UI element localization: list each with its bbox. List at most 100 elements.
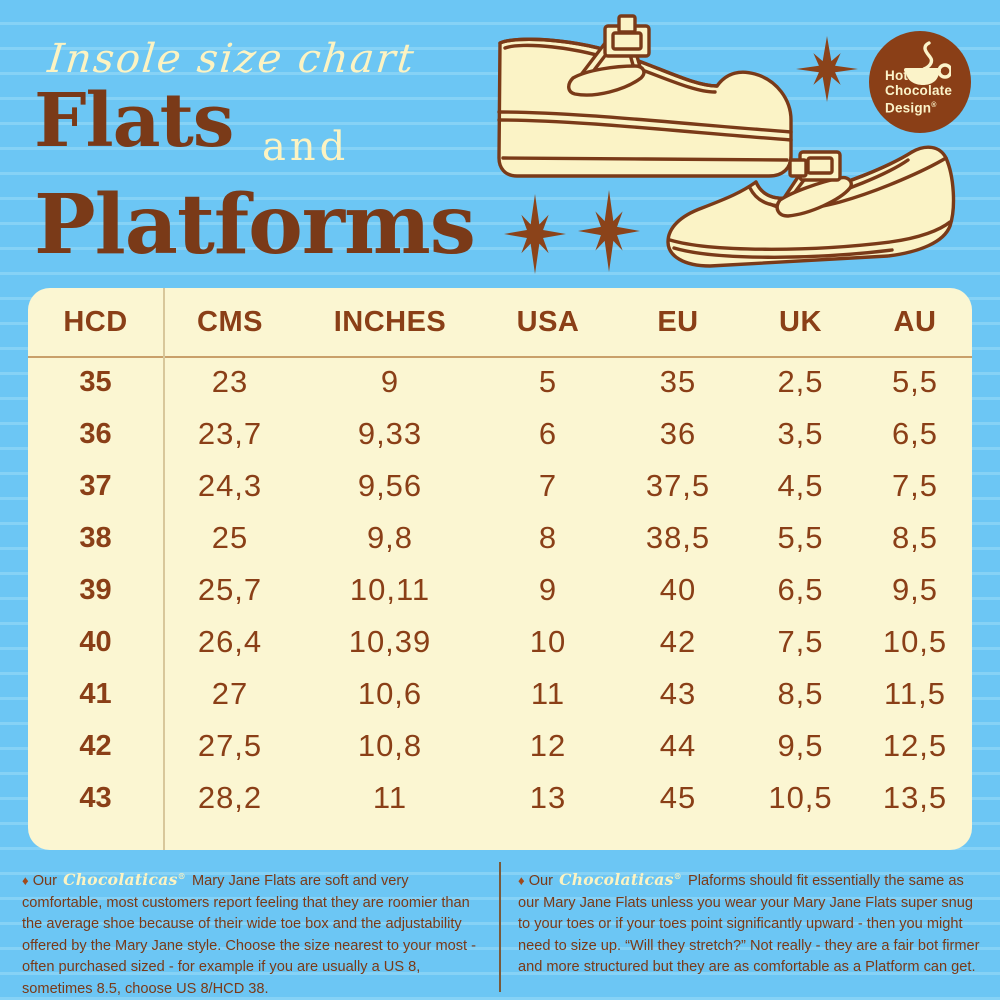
cell-inches: 9,33 [357, 416, 423, 451]
cell-eu: 40 [659, 572, 697, 607]
chocolaticas-brandmark: Chocolaticas® [63, 870, 186, 890]
table-row: 35 23 9 5 35 2,5 5,5 [28, 356, 972, 408]
cell-eu: 45 [659, 780, 697, 815]
table-row: 38 25 9,8 8 38,5 5,5 8,5 [28, 512, 972, 564]
cell-hcd: 40 [79, 625, 112, 658]
cell-inches: 9 [380, 364, 400, 399]
cell-au: 7,5 [891, 468, 939, 503]
cell-au: 10,5 [882, 624, 948, 659]
table-row: 42 27,5 10,8 12 44 9,5 12,5 [28, 720, 972, 772]
footnote-platforms: ♦ Our Chocolaticas® Plaforms should fit … [518, 866, 988, 979]
table-header-row: HCD CMS INCHES USA EU UK AU [28, 288, 972, 356]
cell-hcd: 43 [79, 781, 112, 814]
cell-cms: 26,4 [197, 624, 263, 659]
page-title-flats: Flats [34, 78, 234, 164]
cell-cms: 24,3 [197, 468, 263, 503]
footnote-platforms-text: Plaforms should fit essentially the same… [518, 873, 980, 976]
steaming-cup-icon [904, 41, 951, 85]
logo-wordmark: Hot Chocolate Design® [885, 68, 952, 116]
cell-cms: 23,7 [197, 416, 263, 451]
footnote-bullet-icon: ♦ [22, 873, 29, 889]
cell-eu: 42 [659, 624, 697, 659]
cell-usa: 7 [538, 468, 558, 503]
column-header-eu: EU [657, 305, 699, 338]
table-row: 40 26,4 10,39 10 42 7,5 10,5 [28, 616, 972, 668]
hcd-column-rule [163, 288, 165, 850]
cell-au: 12,5 [882, 728, 948, 763]
flat-mary-jane-shoe [666, 145, 956, 268]
cell-uk: 6,5 [777, 572, 824, 607]
cell-usa: 12 [529, 728, 567, 763]
cell-au: 9,5 [891, 572, 939, 607]
cell-inches: 9,56 [357, 468, 423, 503]
star-icon [578, 190, 640, 272]
footnote-flats: ♦ Our Chocolaticas® Mary Jane Flats are … [22, 866, 492, 1000]
logo-registered-mark: ® [931, 101, 937, 109]
star-icon [504, 194, 566, 274]
cell-uk: 2,5 [777, 364, 824, 399]
cell-hcd: 41 [79, 677, 112, 710]
cell-cms: 25 [211, 520, 249, 555]
cell-au: 13,5 [882, 780, 948, 815]
footnote-divider [499, 862, 501, 992]
cell-uk: 7,5 [777, 624, 824, 659]
header-rule [28, 356, 972, 358]
table-row: 37 24,3 9,56 7 37,5 4,5 7,5 [28, 460, 972, 512]
cell-cms: 23 [211, 364, 249, 399]
cell-eu: 44 [659, 728, 697, 763]
cell-usa: 9 [538, 572, 558, 607]
size-chart-card: HCD CMS INCHES USA EU UK AU 35 23 9 5 35 2,5 5… [28, 288, 972, 850]
cell-uk: 9,5 [777, 728, 824, 763]
cell-au: 6,5 [891, 416, 939, 451]
cell-inches: 10,8 [357, 728, 423, 763]
cell-cms: 28,2 [197, 780, 263, 815]
cell-uk: 8,5 [777, 676, 824, 711]
cell-eu: 37,5 [645, 468, 711, 503]
cell-cms: 27,5 [197, 728, 263, 763]
cell-usa: 13 [529, 780, 567, 815]
chocolaticas-brandmark: Chocolaticas® [559, 870, 682, 890]
cell-au: 8,5 [891, 520, 939, 555]
column-header-inches: INCHES [333, 305, 447, 338]
page-title-platforms: Platforms [34, 177, 476, 273]
page-eyebrow: Insole size chart [45, 36, 418, 82]
footnote-lead: Our [528, 873, 554, 890]
cell-inches: 9,8 [366, 520, 414, 555]
cell-hcd: 37 [79, 469, 112, 502]
cell-au: 11,5 [883, 676, 947, 711]
cell-inches: 11 [372, 780, 408, 815]
cell-hcd: 39 [79, 573, 112, 606]
cell-inches: 10,39 [348, 624, 432, 659]
table-row: 36 23,7 9,33 6 36 3,5 6,5 [28, 408, 972, 460]
column-header-hcd: HCD [63, 305, 128, 338]
cell-cms: 27 [211, 676, 249, 711]
table-row: 43 28,2 11 13 45 10,5 13,5 [28, 772, 972, 824]
cell-hcd: 35 [79, 365, 112, 398]
platform-mary-jane-shoe [497, 14, 793, 178]
table-row: 39 25,7 10,11 9 40 6,5 9,5 [28, 564, 972, 616]
footnotes: ♦ Our Chocolaticas® Mary Jane Flats are … [0, 858, 1000, 1000]
logo-line-3: Design [885, 100, 932, 115]
cell-cms: 25,7 [197, 572, 263, 607]
logo-line-2: Chocolate [885, 82, 953, 98]
footnote-flats-text: Mary Jane Flats are soft and very comfor… [22, 873, 476, 997]
logo-line-1: Hot [885, 67, 909, 83]
cell-eu: 36 [659, 416, 697, 451]
cell-usa: 11 [530, 676, 566, 711]
footnote-bullet-icon: ♦ [518, 873, 525, 889]
cell-eu: 38,5 [645, 520, 711, 555]
cell-usa: 8 [538, 520, 558, 555]
hot-chocolate-design-logo[interactable]: Hot Chocolate Design® [869, 31, 971, 133]
cell-eu: 35 [659, 364, 697, 399]
cell-hcd: 38 [79, 521, 112, 554]
cell-eu: 43 [659, 676, 697, 711]
cell-usa: 10 [529, 624, 567, 659]
page-title-conjunction: and [262, 124, 350, 170]
cell-uk: 5,5 [777, 520, 824, 555]
cell-hcd: 36 [79, 417, 112, 450]
cell-uk: 3,5 [777, 416, 824, 451]
cell-hcd: 42 [79, 729, 112, 762]
cell-inches: 10,6 [357, 676, 423, 711]
table-row: 41 27 10,6 11 43 8,5 11,5 [28, 668, 972, 720]
